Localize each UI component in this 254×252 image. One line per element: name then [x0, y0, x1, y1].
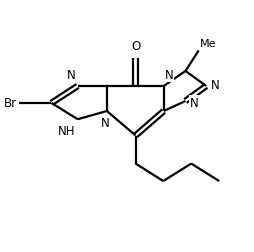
Text: O: O — [130, 40, 140, 52]
Text: N: N — [67, 69, 75, 82]
Text: N: N — [164, 69, 173, 82]
Text: Me: Me — [199, 39, 216, 49]
Text: N: N — [101, 117, 109, 130]
Text: N: N — [210, 79, 219, 92]
Text: NH: NH — [57, 124, 75, 137]
Text: Br: Br — [4, 97, 17, 110]
Text: N: N — [189, 96, 198, 109]
